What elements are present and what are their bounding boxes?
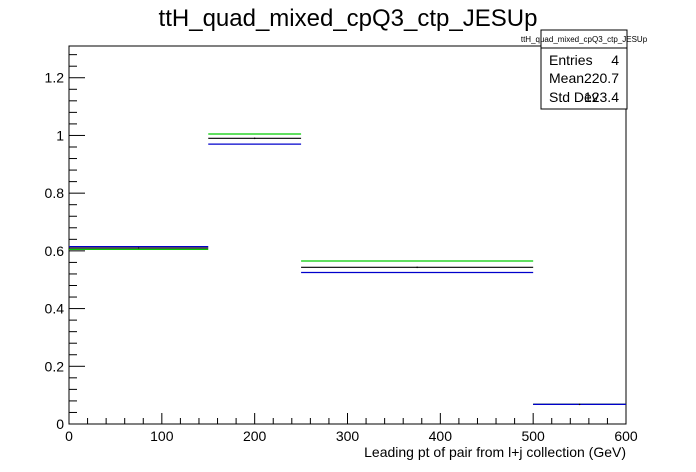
stats-stddev-label: Std Dev bbox=[549, 89, 599, 105]
x-tick-label: 300 bbox=[336, 428, 360, 444]
plot-axes: 0 100 200 300 400 500 600 0 0.2 0.4 0.6 0.8 1 1.2 bbox=[45, 45, 638, 444]
series-3 bbox=[69, 143, 626, 405]
stats-entries-value: 4 bbox=[611, 52, 619, 68]
stats-stddev-value: 123.4 bbox=[584, 89, 619, 105]
y-tick-label: 0.8 bbox=[45, 185, 65, 201]
y-tick-label: 0.2 bbox=[45, 358, 65, 374]
stats-mean-label: Mean bbox=[549, 70, 584, 86]
stats-box-frame bbox=[540, 29, 628, 110]
y-tick-label: 0.4 bbox=[45, 301, 65, 317]
x-tick-label: 200 bbox=[243, 428, 267, 444]
series-1 bbox=[69, 133, 626, 405]
bin-center-marker bbox=[416, 266, 418, 269]
x-tick-label: 500 bbox=[521, 428, 545, 444]
bin-center-marker bbox=[578, 403, 581, 406]
series-layer bbox=[69, 133, 626, 406]
stats-box-header: ttH_quad_mixed_cpQ3_ctp_JESUp bbox=[521, 35, 648, 44]
x-axis-title: Leading pt of pair from l+j collection (… bbox=[364, 444, 626, 460]
x-tick-label: 0 bbox=[65, 428, 73, 444]
y-tick-label: 0 bbox=[56, 416, 64, 432]
x-tick-label: 600 bbox=[614, 428, 638, 444]
x-tick-label: 400 bbox=[429, 428, 453, 444]
y-tick-label: 1.2 bbox=[45, 70, 65, 86]
y-tick-label: 0.6 bbox=[45, 243, 65, 259]
x-tick-label: 100 bbox=[150, 428, 174, 444]
bin-center-marker bbox=[137, 247, 140, 249]
y-tick-label: 1 bbox=[56, 127, 64, 143]
stats-entries-label: Entries bbox=[549, 52, 593, 68]
stats-mean-value: 220.7 bbox=[584, 70, 619, 86]
chart-title: ttH_quad_mixed_cpQ3_ctp_JESUp bbox=[159, 5, 538, 32]
stats-box: ttH_quad_mixed_cpQ3_ctp_JESUp Entries 4 … bbox=[521, 29, 648, 110]
series-2 bbox=[69, 137, 626, 405]
bin-center-marker bbox=[253, 137, 256, 140]
